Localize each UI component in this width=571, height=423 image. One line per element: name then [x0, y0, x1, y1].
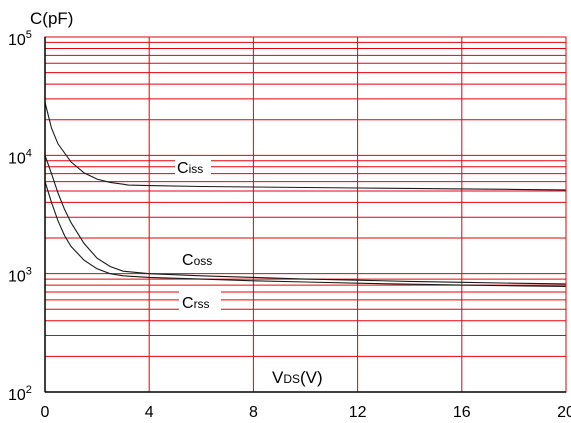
series-label-coss: Coss: [180, 248, 222, 269]
series-line-crss: [44, 181, 567, 287]
series-label-crss-sub: rss: [194, 297, 210, 311]
series-label-ciss-sub: iss: [189, 162, 204, 176]
grid: [44, 37, 567, 393]
x-tick-label: 0: [41, 404, 50, 421]
series-label-coss-main: C: [182, 252, 194, 269]
y-tick-label-base: 10: [8, 387, 26, 404]
y-tick-label-base: 10: [8, 269, 26, 286]
series-label-ciss: Ciss: [175, 156, 211, 177]
x-axis-title-unit: (V): [300, 368, 323, 387]
y-tick-label: 104: [8, 147, 32, 167]
svg-text:Crss: Crss: [182, 295, 210, 312]
series-label-coss-sub: oss: [194, 254, 213, 268]
x-tick-label: 16: [453, 404, 471, 421]
y-tick-label-exponent: 5: [26, 29, 32, 41]
series-label-ciss-main: C: [177, 160, 189, 177]
y-tick-label-exponent: 4: [26, 147, 32, 159]
y-tick-label-base: 10: [8, 150, 26, 167]
x-axis-title-sub: DS: [283, 372, 300, 386]
series-label-crss: Crss: [179, 291, 221, 312]
y-tick-label-base: 10: [8, 32, 26, 49]
y-tick-label-exponent: 2: [26, 384, 32, 396]
series-lines: [44, 102, 567, 287]
x-tick-label: 4: [145, 404, 154, 421]
y-tick-label: 102: [8, 384, 32, 404]
y-tick-label: 103: [8, 266, 32, 286]
plot-frame: [44, 36, 567, 393]
x-axis-title: VDS(V): [272, 368, 323, 387]
y-tick-label: 105: [8, 29, 32, 49]
x-tick-label: 8: [249, 404, 258, 421]
plot-border: [44, 36, 567, 393]
svg-text:Ciss: Ciss: [177, 160, 203, 177]
y-axis-title: C(pF): [30, 9, 73, 28]
x-tick-labels: 0 4 8 12 16 20: [41, 404, 571, 421]
series-line-coss: [44, 155, 567, 285]
series-label-crss-main: C: [182, 295, 194, 312]
series-line-ciss: [44, 102, 567, 191]
svg-text:Coss: Coss: [182, 252, 212, 269]
x-tick-label: 20: [557, 404, 571, 421]
y-tick-label-exponent: 3: [26, 266, 32, 278]
x-axis-title-main: V: [272, 368, 284, 387]
x-tick-label: 12: [349, 404, 367, 421]
